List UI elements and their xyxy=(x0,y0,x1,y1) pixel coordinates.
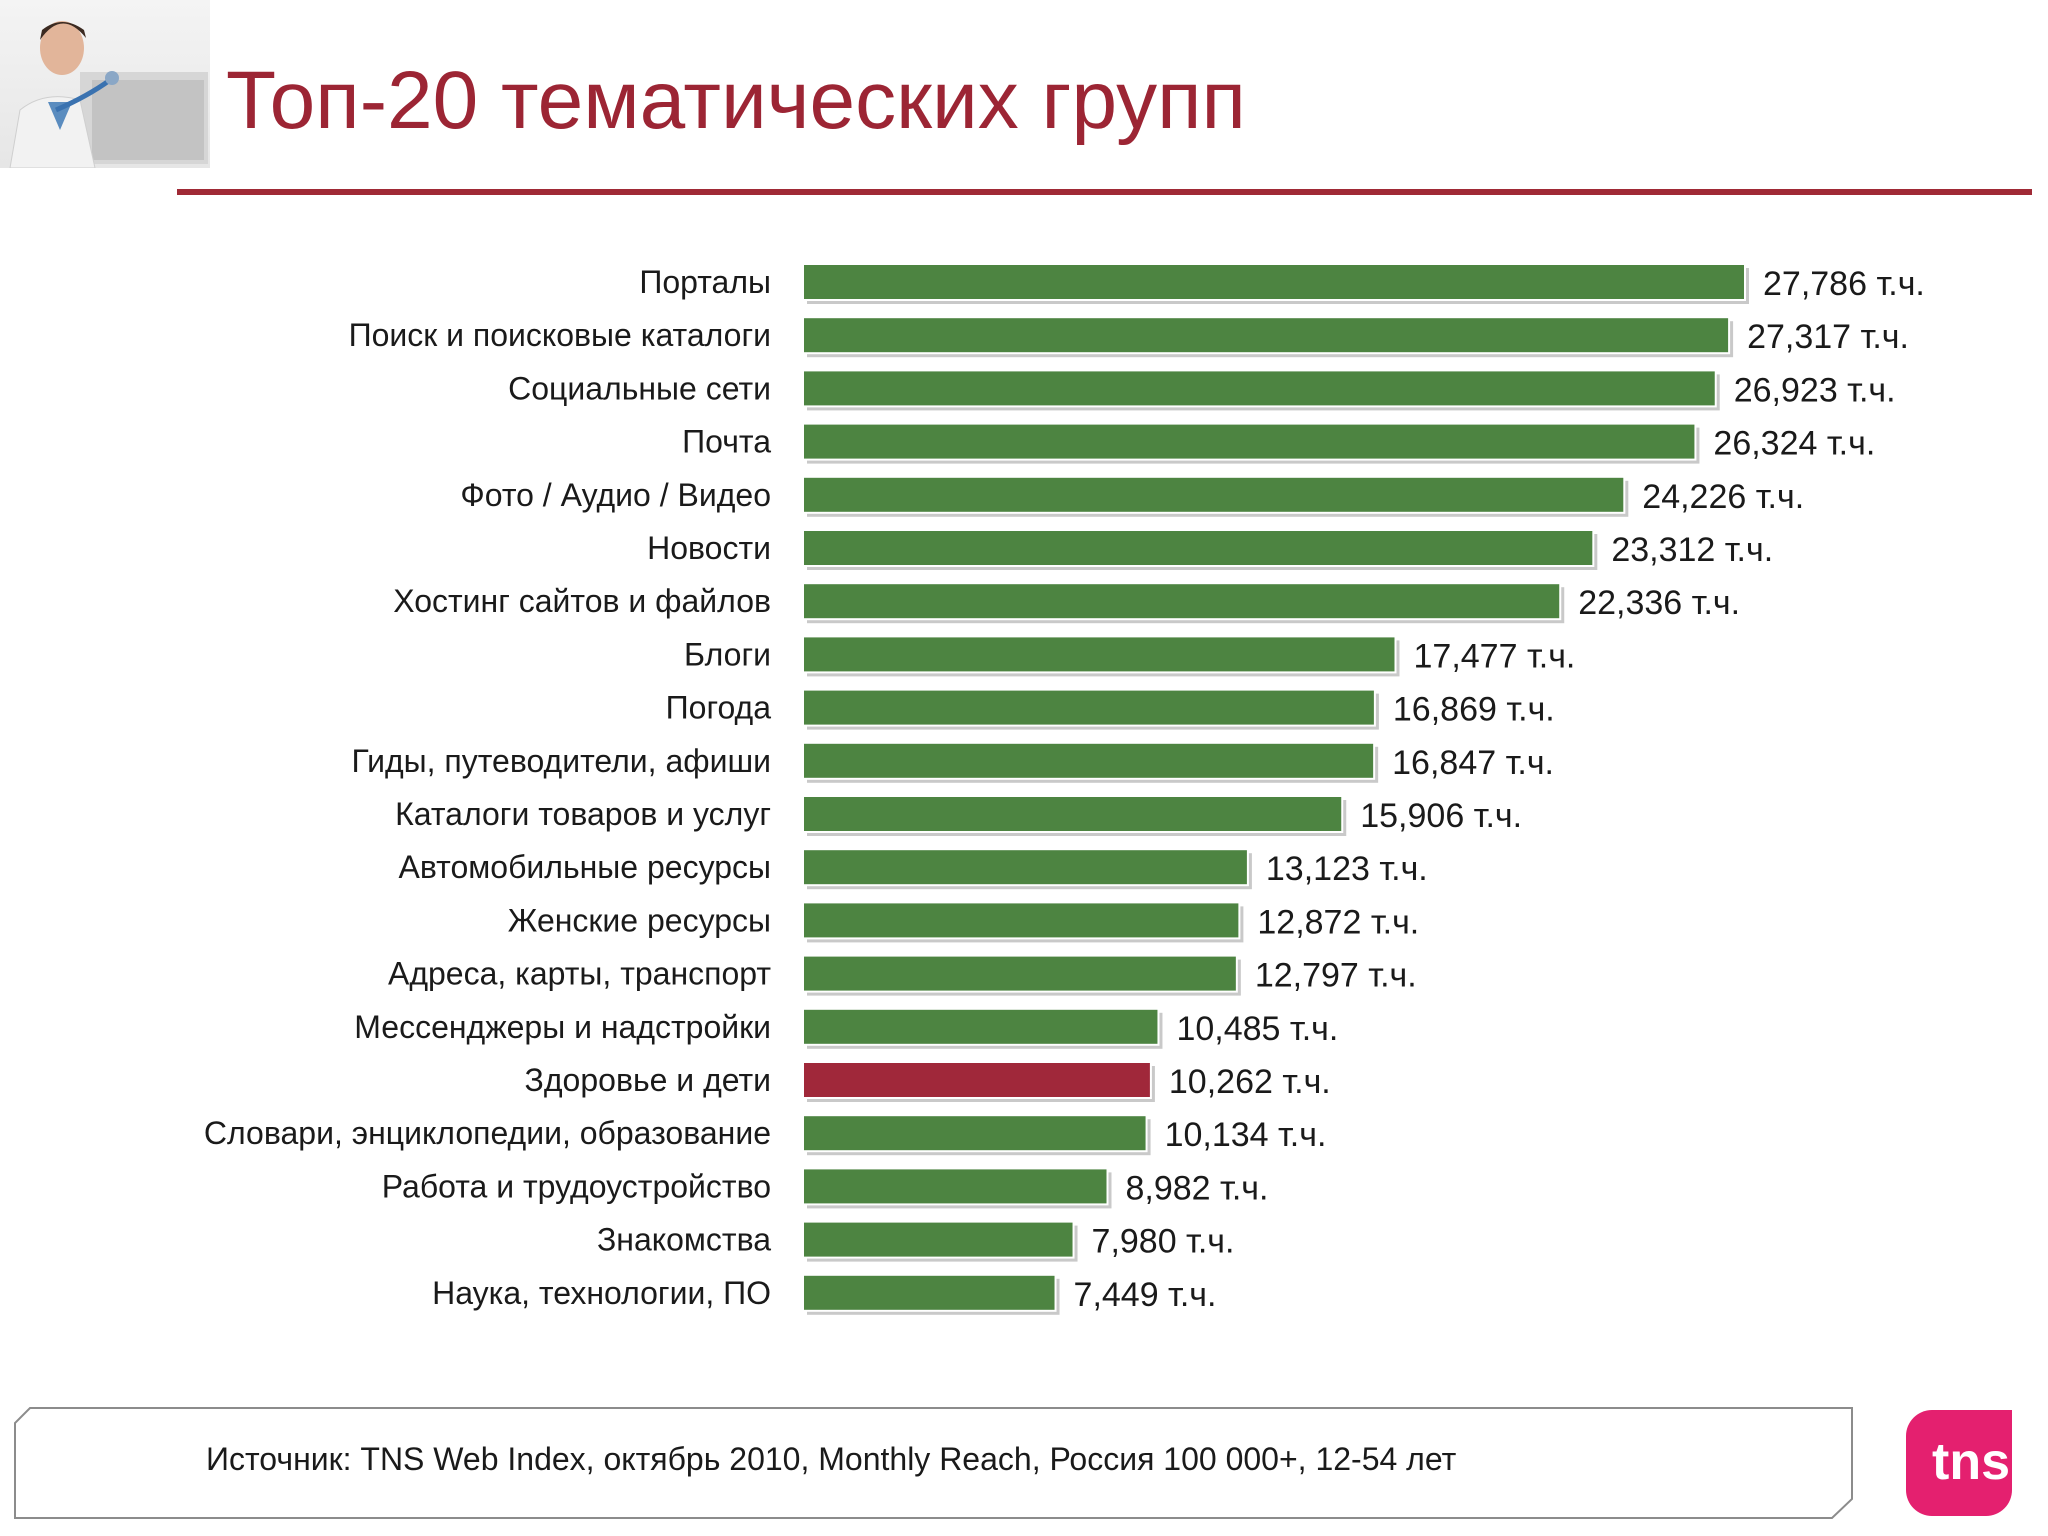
bar xyxy=(802,635,1397,674)
category-label: Порталы xyxy=(639,264,771,300)
category-label: Работа и трудоустройство xyxy=(382,1168,771,1204)
bar xyxy=(802,369,1717,408)
bar xyxy=(802,1061,1152,1099)
value-label: 16,869 т.ч. xyxy=(1393,691,1555,729)
value-label: 12,872 т.ч. xyxy=(1257,903,1419,941)
category-label: Фото / Аудио / Видео xyxy=(460,477,771,513)
value-label: 10,134 т.ч. xyxy=(1165,1116,1327,1154)
bar-row: Словари, энциклопедии, образование 10,134… xyxy=(204,1114,1327,1156)
value-label: 27,317 т.ч. xyxy=(1747,318,1909,356)
bar-row: Гиды, путеводители, афиши 16,847 т.ч. xyxy=(352,741,1554,783)
bar-row: Новости 23,312 т.ч. xyxy=(647,529,1773,570)
bar-row: Блоги 17,477 т.ч. xyxy=(684,635,1576,677)
bar xyxy=(802,688,1376,727)
bar-row: Мессенджеры и надстройки 10,485 т.ч. xyxy=(354,1007,1338,1049)
bar xyxy=(802,422,1697,461)
bar xyxy=(802,795,1344,833)
value-label: 16,847 т.ч. xyxy=(1392,744,1554,782)
bar-row: Поиск и поисковые каталоги 27,317 т.ч. xyxy=(349,316,1909,358)
doctor-photo xyxy=(0,0,210,168)
bar xyxy=(802,263,1746,301)
bar-row: Автомобильные ресурсы 13,123 т.ч. xyxy=(399,848,1428,890)
value-label: 15,906 т.ч. xyxy=(1360,797,1522,835)
value-label: 17,477 т.ч. xyxy=(1414,637,1576,675)
bar xyxy=(802,529,1595,567)
value-label: 26,324 т.ч. xyxy=(1713,425,1875,463)
category-label: Социальные сети xyxy=(508,370,771,406)
bar-row: Адреса, карты, транспорт 12,797 т.ч. xyxy=(388,954,1417,996)
category-label: Словари, энциклопедии, образование xyxy=(204,1115,771,1151)
bar xyxy=(802,316,1731,355)
bar xyxy=(802,848,1249,887)
bar-row: Каталоги товаров и услуг 15,906 т.ч. xyxy=(395,795,1522,836)
bar-row: Погода 16,869 т.ч. xyxy=(666,688,1555,730)
doctor-illustration xyxy=(9,21,208,168)
value-label: 7,980 т.ч. xyxy=(1092,1223,1235,1261)
bar xyxy=(802,741,1376,780)
value-label: 10,262 т.ч. xyxy=(1169,1063,1331,1101)
category-label: Женские ресурсы xyxy=(508,902,771,938)
value-label: 13,123 т.ч. xyxy=(1266,850,1428,888)
category-label: Наука, технологии, ПО xyxy=(432,1275,771,1311)
value-label: 24,226 т.ч. xyxy=(1642,478,1804,516)
bar xyxy=(802,1273,1057,1312)
category-label: Поиск и поисковые каталоги xyxy=(349,317,771,353)
bar xyxy=(802,901,1241,940)
bar xyxy=(802,1007,1160,1046)
bar-row: Порталы 27,786 т.ч. xyxy=(639,263,1925,304)
bar xyxy=(802,954,1238,993)
category-label: Знакомства xyxy=(597,1222,771,1258)
bar-row: Хостинг сайтов и файлов 22,336 т.ч. xyxy=(393,582,1740,624)
tns-logo-text: tns xyxy=(1932,1433,2010,1491)
bar xyxy=(802,1114,1148,1153)
value-label: 12,797 т.ч. xyxy=(1255,957,1417,995)
category-label: Новости xyxy=(647,530,771,566)
value-label: 10,485 т.ч. xyxy=(1176,1010,1338,1048)
value-label: 26,923 т.ч. xyxy=(1734,371,1896,409)
bar-row: Здоровье и дети 10,262 т.ч. xyxy=(525,1061,1331,1102)
category-label: Хостинг сайтов и файлов xyxy=(393,583,771,619)
value-label: 23,312 т.ч. xyxy=(1611,531,1773,569)
bar-chart: Порталы 27,786 т.ч. Поиск и поисковые ката… xyxy=(204,263,1925,1315)
bar xyxy=(802,475,1626,514)
bar-row: Женские ресурсы 12,872 т.ч. xyxy=(508,901,1419,943)
tns-logo: tns xyxy=(1906,1410,2012,1516)
value-label: 7,449 т.ч. xyxy=(1074,1276,1217,1314)
category-label: Адреса, карты, транспорт xyxy=(388,956,771,992)
category-label: Погода xyxy=(666,690,772,726)
bar-row: Знакомства 7,980 т.ч. xyxy=(597,1220,1235,1262)
bar xyxy=(802,1167,1109,1206)
title-divider xyxy=(177,189,2032,195)
bar xyxy=(802,1220,1075,1259)
value-label: 8,982 т.ч. xyxy=(1126,1169,1269,1207)
bar-row: Работа и трудоустройство 8,982 т.ч. xyxy=(382,1167,1269,1209)
value-label: 27,786 т.ч. xyxy=(1763,265,1925,303)
category-label: Гиды, путеводители, афиши xyxy=(352,743,771,779)
source-box xyxy=(14,1407,1853,1519)
bar-row: Фото / Аудио / Видео 24,226 т.ч. xyxy=(460,475,1804,517)
bar xyxy=(802,582,1562,621)
category-label: Почта xyxy=(682,424,771,460)
category-label: Автомобильные ресурсы xyxy=(399,849,771,885)
category-label: Здоровье и дети xyxy=(525,1062,771,1098)
category-label: Мессенджеры и надстройки xyxy=(354,1009,771,1045)
page-title: Топ-20 тематических групп xyxy=(226,55,1246,146)
category-label: Блоги xyxy=(684,636,771,672)
value-label: 22,336 т.ч. xyxy=(1578,584,1740,622)
bar-row: Почта 26,324 т.ч. xyxy=(682,422,1875,464)
bar-row: Социальные сети 26,923 т.ч. xyxy=(508,369,1896,411)
category-label: Каталоги товаров и услуг xyxy=(395,796,771,832)
bar-row: Наука, технологии, ПО 7,449 т.ч. xyxy=(432,1273,1217,1315)
source-note: Источник: TNS Web Index, октябрь 2010, M… xyxy=(206,1441,1457,1477)
